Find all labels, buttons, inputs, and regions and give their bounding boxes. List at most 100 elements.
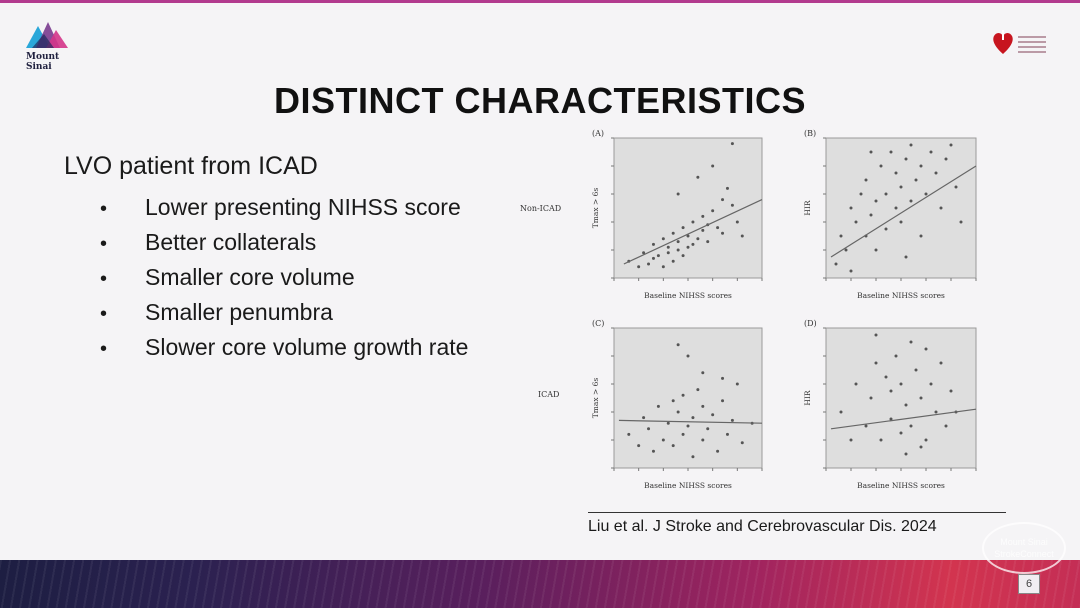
plot-area — [613, 327, 763, 469]
data-point — [904, 403, 908, 407]
data-point — [919, 234, 923, 238]
data-point — [696, 175, 700, 179]
data-point — [686, 245, 690, 249]
plot-area — [825, 327, 977, 469]
row-label-icad: ICAD — [538, 390, 560, 399]
bullet-item: • Lower presenting NIHSS score — [100, 190, 468, 225]
watermark-logo: Mount Sinai StrokeConnect — [982, 522, 1066, 574]
data-point — [889, 150, 893, 154]
data-point — [716, 449, 720, 453]
data-point — [681, 226, 685, 230]
data-point — [909, 340, 913, 344]
data-point — [854, 382, 858, 386]
data-point — [701, 371, 705, 375]
data-point — [944, 424, 948, 428]
data-point — [919, 164, 923, 168]
data-point — [691, 455, 695, 459]
data-point — [647, 262, 651, 266]
data-point — [939, 361, 943, 365]
bullet-item: • Smaller penumbra — [100, 295, 468, 330]
data-point — [730, 203, 734, 207]
data-point — [676, 248, 680, 252]
data-point — [637, 444, 641, 448]
bullet-dot: • — [100, 338, 108, 360]
data-point — [691, 416, 695, 420]
data-point — [721, 198, 725, 202]
data-point — [949, 389, 953, 393]
bullet-list: • Lower presenting NIHSS score • Better co… — [100, 190, 468, 365]
data-point — [924, 438, 928, 442]
data-point — [740, 441, 744, 445]
data-point — [934, 410, 938, 414]
data-point — [666, 421, 670, 425]
data-point — [874, 361, 878, 365]
data-point — [666, 245, 670, 249]
mount-sinai-mark-icon — [26, 22, 68, 48]
bullet-text: Smaller core volume — [145, 264, 355, 290]
data-point — [642, 416, 646, 420]
data-point — [711, 164, 715, 168]
data-point — [740, 234, 744, 238]
data-point — [924, 347, 928, 351]
data-point — [904, 255, 908, 259]
data-point — [899, 220, 903, 224]
scatter-plot-a: (A) Baseline NIHSS scores Tmax > 6s — [591, 129, 763, 300]
x-axis-label: Baseline NIHSS scores — [857, 481, 945, 490]
data-point — [656, 254, 660, 258]
data-point — [651, 449, 655, 453]
data-point — [671, 444, 675, 448]
data-point — [706, 427, 710, 431]
bullet-text: Better collaterals — [145, 229, 317, 255]
data-point — [844, 248, 848, 252]
data-point — [725, 186, 729, 190]
data-point — [676, 240, 680, 244]
y-axis-label: Tmax > 6s — [591, 188, 600, 229]
american-heart-association-logo — [990, 28, 1054, 60]
data-point — [701, 228, 705, 232]
data-point — [879, 438, 883, 442]
bullet-item: • Better collaterals — [100, 225, 468, 260]
data-point — [849, 438, 853, 442]
mount-sinai-logo: Mount Sinai — [24, 18, 74, 78]
data-point — [869, 150, 873, 154]
plot-area — [825, 137, 977, 279]
scatter-panel-b: (B) Baseline NIHSS scores HIR — [800, 128, 982, 304]
data-point — [849, 206, 853, 210]
data-point — [889, 417, 893, 421]
data-point — [869, 396, 873, 400]
panel-label: (B) — [804, 129, 816, 138]
trend-line — [623, 199, 763, 265]
data-point — [686, 424, 690, 428]
x-axis-label: Baseline NIHSS scores — [644, 291, 732, 300]
slide-number: 6 — [1018, 574, 1040, 594]
data-point — [656, 404, 660, 408]
scatter-plot-c: (C) Baseline NIHSS scores Tmax > 6s — [591, 319, 763, 490]
data-point — [899, 185, 903, 189]
bullet-text: Lower presenting NIHSS score — [145, 194, 461, 220]
data-point — [879, 164, 883, 168]
data-point — [671, 231, 675, 235]
data-point — [721, 399, 725, 403]
data-point — [859, 192, 863, 196]
data-point — [696, 388, 700, 392]
heart-torch-icon — [993, 30, 1013, 54]
scatter-panel-a: (A) Baseline NIHSS scores Tmax > 6s — [588, 128, 768, 304]
data-point — [686, 354, 690, 358]
data-point — [696, 237, 700, 241]
trend-line — [830, 408, 977, 430]
data-point — [839, 234, 843, 238]
data-point — [661, 438, 665, 442]
data-point — [849, 269, 853, 273]
data-point — [899, 382, 903, 386]
data-point — [939, 206, 943, 210]
data-point — [894, 171, 898, 175]
data-point — [929, 382, 933, 386]
data-point — [899, 431, 903, 435]
data-point — [730, 142, 734, 146]
trend-line — [830, 165, 977, 258]
data-point — [834, 262, 838, 266]
bullet-item: • Slower core volume growth rate — [100, 330, 468, 365]
data-point — [889, 389, 893, 393]
data-point — [944, 157, 948, 161]
